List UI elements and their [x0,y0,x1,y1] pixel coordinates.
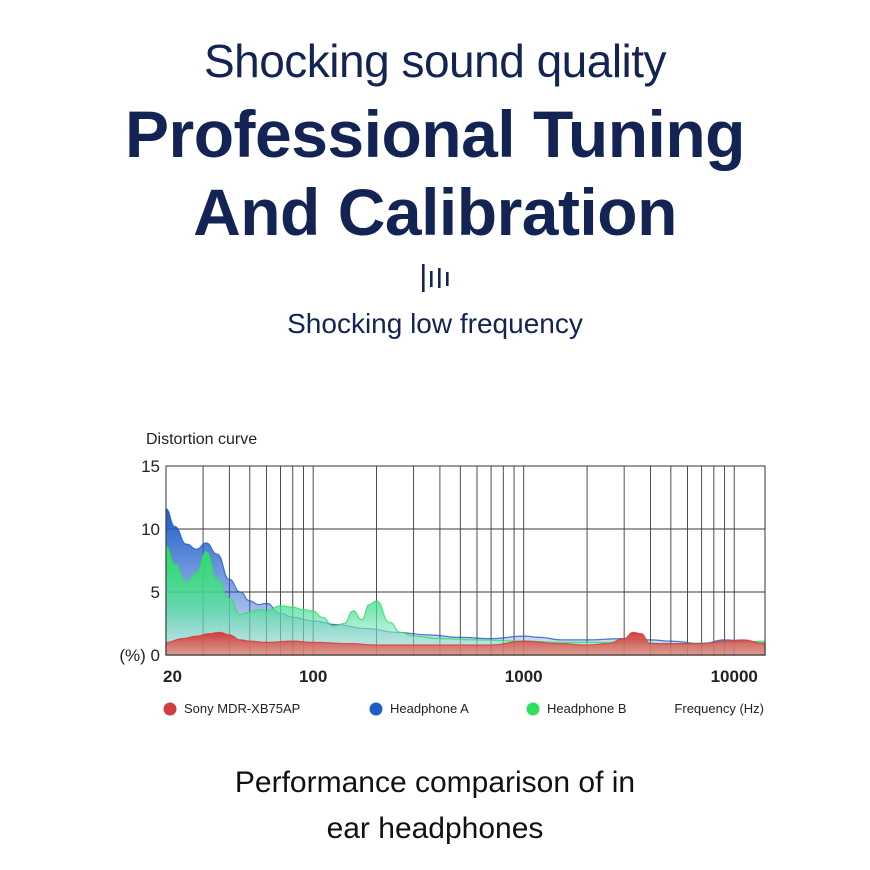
chart-grid [166,466,765,655]
sound-bars-icon [422,264,449,292]
y-tick-label: 10 [141,520,160,539]
caption: Performance comparison of in ear headpho… [0,760,870,852]
y-tick-label: (%) 0 [119,646,160,665]
headline-line-3: And Calibration [193,175,677,249]
legend-marker [526,702,540,716]
x-tick-label: 10000 [711,667,758,686]
plot-frame [165,465,766,656]
chart-title: Distortion curve [146,431,257,448]
y-tick-label: 5 [151,583,160,602]
y-tick-label: 15 [141,457,160,476]
series-area-sony [165,631,766,656]
legend-label: Headphone A [390,701,469,716]
distortion-chart: Distortion curve (%) 0 5 10 15 20 100 1000 100… [119,431,766,716]
subtitle: Shocking low frequency [287,308,583,339]
headline-line-1: Shocking sound quality [203,35,667,87]
chart-legend: Sony MDR-XB75AP Headphone A Headphone B [163,701,627,716]
x-tick-label: 20 [163,667,182,686]
legend-marker [163,702,177,716]
legend-label: Headphone B [547,701,627,716]
x-axis-ticks: 20 100 1000 10000 [163,667,758,686]
legend-marker [369,702,383,716]
headline-line-2: Professional Tuning [125,97,745,171]
caption-line-2: ear headphones [326,812,544,845]
x-tick-label: 1000 [505,667,543,686]
y-axis-ticks: (%) 0 5 10 15 [119,457,160,665]
chart-areas [165,508,766,656]
x-axis-label: Frequency (Hz) [674,701,764,716]
legend-label: Sony MDR-XB75AP [184,701,300,716]
caption-line-1: Performance comparison of in [234,766,636,799]
x-tick-label: 100 [299,667,327,686]
